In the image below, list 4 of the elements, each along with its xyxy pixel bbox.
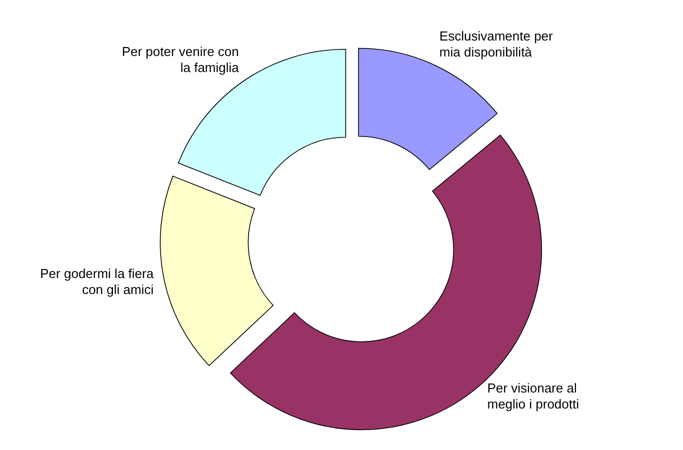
slice-label: Esclusivamente per mia disponibilità <box>439 28 554 60</box>
slice-label: Per poter venire con la famiglia <box>122 44 240 76</box>
slice-label: Per godermi la fiera con gli amici <box>40 266 154 298</box>
slice-label: Per visionare al meglio i prodotti <box>487 380 580 412</box>
